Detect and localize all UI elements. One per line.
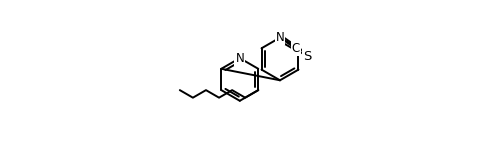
Text: N: N xyxy=(276,31,284,44)
Text: S: S xyxy=(303,50,311,63)
Text: C: C xyxy=(292,42,300,55)
Text: N: N xyxy=(236,52,244,65)
